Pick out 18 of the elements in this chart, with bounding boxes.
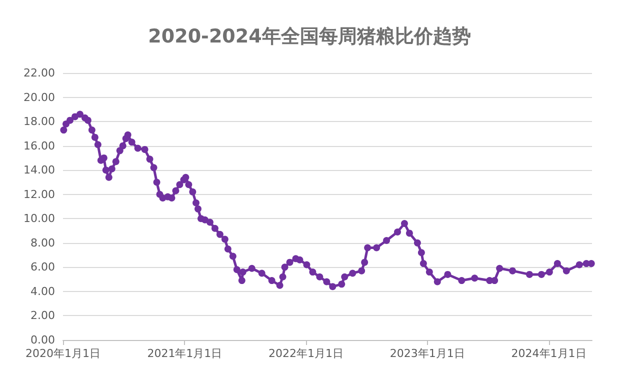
y-tick-label: 10.00	[24, 212, 55, 226]
y-tick-label: 8.00	[30, 236, 55, 250]
chart-title: 2020-2024年全国每周猪粮比价趋势	[148, 26, 471, 48]
x-tick-label: 2022年1月1日	[268, 347, 344, 360]
x-tick-label: 2020年1月1日	[26, 347, 100, 360]
y-tick-label: 0.00	[30, 334, 55, 346]
y-tick-label: 4.00	[30, 284, 55, 298]
y-tick-label: 16.00	[24, 139, 55, 152]
x-tick-label: 2021年1月1日	[147, 347, 222, 360]
y-tick-label: 12.00	[24, 188, 55, 201]
y-tick-label: 20.00	[24, 90, 55, 104]
y-tick-label: 2.00	[30, 309, 55, 322]
x-tick-label: 2023年1月1日	[390, 347, 465, 360]
y-tick-label: 6.00	[30, 260, 55, 274]
y-tick-label: 14.00	[24, 164, 55, 177]
y-tick-label: 18.00	[24, 115, 55, 128]
x-tick-label: 2024年1月1日	[511, 347, 586, 360]
y-tick-label: 22.00	[24, 66, 55, 80]
